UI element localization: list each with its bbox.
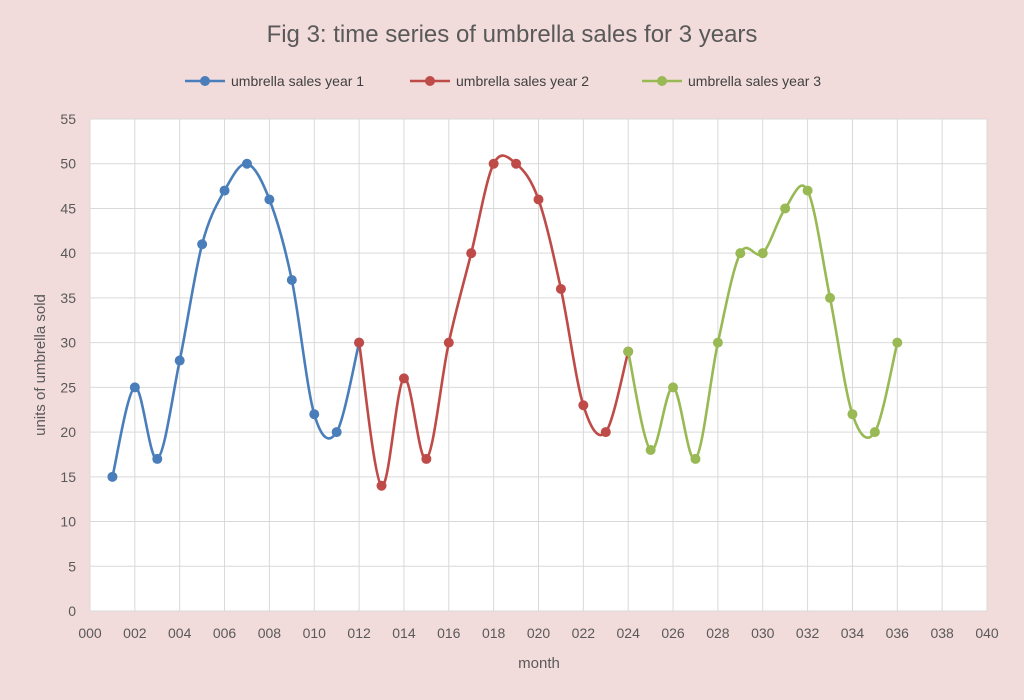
x-tick-label: 036	[886, 625, 910, 641]
data-point-year-2	[511, 158, 522, 169]
data-point-year-1	[129, 382, 140, 393]
data-point-year-1	[241, 158, 252, 169]
y-tick-label: 55	[60, 111, 76, 127]
data-point-year-3	[757, 248, 768, 259]
data-point-year-3	[735, 248, 746, 259]
data-point-year-3	[668, 382, 679, 393]
y-tick-label: 20	[60, 424, 76, 440]
y-tick-label: 45	[60, 200, 76, 216]
data-point-year-3	[847, 409, 858, 420]
data-point-year-2	[398, 373, 409, 384]
data-point-year-2	[533, 194, 544, 205]
y-tick-label: 25	[60, 379, 76, 395]
x-tick-label: 022	[572, 625, 596, 641]
y-tick-label: 30	[60, 335, 76, 351]
data-point-year-2	[354, 337, 365, 348]
x-tick-label: 040	[975, 625, 999, 641]
y-tick-label: 5	[68, 558, 76, 574]
x-tick-label: 032	[796, 625, 820, 641]
data-point-year-2	[578, 400, 589, 411]
x-tick-label: 012	[347, 625, 371, 641]
data-point-year-2	[376, 480, 387, 491]
legend-swatch-marker	[425, 76, 435, 86]
data-point-year-1	[197, 239, 208, 250]
y-tick-label: 0	[68, 603, 76, 619]
series-line-year-2	[357, 154, 630, 488]
series-points	[107, 158, 903, 491]
data-point-year-1	[331, 427, 342, 438]
x-tick-label: 026	[661, 625, 685, 641]
chart-title: Fig 3: time series of umbrella sales for…	[267, 21, 758, 48]
x-tick-label: 014	[392, 625, 416, 641]
y-tick-label: 35	[60, 290, 76, 306]
x-tick-label: 020	[527, 625, 551, 641]
x-axis-label: month	[518, 655, 560, 672]
x-tick-label: 004	[168, 625, 192, 641]
data-point-year-3	[645, 444, 656, 455]
x-tick-label: 016	[437, 625, 461, 641]
data-point-year-1	[219, 185, 230, 196]
y-axis-label: units of umbrella sold	[32, 294, 49, 436]
data-point-year-2	[555, 283, 566, 294]
legend: umbrella sales year 1 umbrella sales year…	[185, 73, 821, 89]
data-point-year-3	[623, 346, 634, 357]
y-tick-label: 40	[60, 245, 76, 261]
legend-swatch-marker	[657, 76, 667, 86]
data-point-year-3	[690, 453, 701, 464]
x-tick-label: 008	[258, 625, 282, 641]
x-tick-label: 000	[78, 625, 102, 641]
legend-label: umbrella sales year 2	[456, 73, 589, 89]
x-tick-labels: 000 002 004 006 008 010 012 014 016 018 020 022 024 0…	[78, 625, 999, 641]
x-tick-label: 018	[482, 625, 506, 641]
data-point-year-2	[600, 427, 611, 438]
data-point-year-2	[488, 158, 499, 169]
data-point-year-3	[802, 185, 813, 196]
legend-label: umbrella sales year 3	[688, 73, 821, 89]
data-point-year-2	[466, 248, 477, 259]
data-point-year-1	[107, 471, 118, 482]
data-point-year-2	[421, 453, 432, 464]
data-point-year-2	[443, 337, 454, 348]
legend-label: umbrella sales year 1	[231, 73, 364, 89]
x-tick-label: 030	[751, 625, 775, 641]
data-point-year-1	[286, 275, 297, 286]
data-point-year-1	[152, 453, 163, 464]
grid-lines	[89, 118, 988, 612]
data-point-year-1	[174, 355, 185, 366]
x-tick-label: 002	[123, 625, 147, 641]
y-tick-label: 50	[60, 156, 76, 172]
x-tick-label: 010	[303, 625, 327, 641]
legend-swatch-marker	[200, 76, 210, 86]
y-tick-label: 10	[60, 514, 76, 530]
data-point-year-3	[712, 337, 723, 348]
y-tick-label: 15	[60, 469, 76, 485]
x-tick-label: 024	[617, 625, 641, 641]
data-point-year-3	[780, 203, 791, 214]
data-point-year-3	[825, 292, 836, 303]
x-tick-label: 038	[930, 625, 954, 641]
x-tick-label: 006	[213, 625, 237, 641]
data-point-year-1	[264, 194, 275, 205]
x-tick-label: 034	[841, 625, 865, 641]
data-point-year-3	[869, 427, 880, 438]
x-tick-label: 028	[706, 625, 730, 641]
y-tick-labels: 0 5 10 15 20 25 30 35 40 45 50 55	[60, 111, 76, 619]
data-point-year-3	[892, 337, 903, 348]
data-point-year-1	[309, 409, 320, 420]
